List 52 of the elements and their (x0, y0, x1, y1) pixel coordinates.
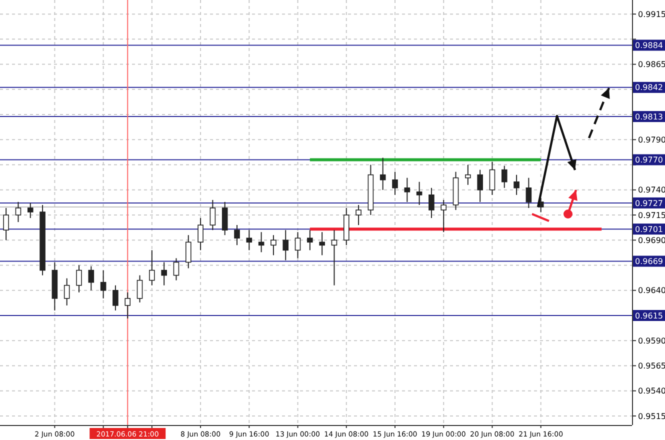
candlestick (234, 224, 240, 246)
candlestick (76, 264, 82, 293)
ref-line-label: 0.9813 (635, 112, 663, 122)
y-tick-label: 0.9715 (638, 210, 665, 220)
candlestick (416, 181, 422, 206)
y-tick-label: 0.9515 (638, 412, 665, 421)
candlestick (161, 262, 167, 286)
candlestick (210, 199, 216, 231)
candlestick (392, 171, 398, 196)
ref-line-label: 0.9770 (635, 156, 663, 165)
candlestick (124, 292, 131, 319)
y-tick-label: 0.9915 (638, 10, 665, 19)
candlestick (270, 234, 276, 256)
candlestick (356, 204, 362, 226)
ref-line-label: 0.9615 (635, 311, 663, 320)
candlestick (428, 187, 434, 219)
ref-line-label: 0.9842 (635, 83, 663, 92)
candlestick (136, 274, 143, 303)
candlestick (185, 234, 192, 269)
candlestick (149, 250, 155, 286)
ref-line-label: 0.9701 (635, 224, 663, 234)
candlestick (282, 230, 289, 261)
y-tick-label: 0.9865 (638, 60, 665, 70)
candlestick (15, 201, 22, 223)
candlestick (198, 218, 204, 251)
ref-line-label: 0.9669 (635, 257, 663, 266)
candlestick (112, 284, 118, 311)
candlestick (477, 169, 483, 202)
candlestick (440, 199, 447, 233)
candlestick (173, 258, 180, 281)
candlestick (380, 157, 386, 190)
ref-line-label: 0.9884 (635, 41, 663, 50)
candlestick (404, 177, 410, 202)
candlestick (100, 270, 106, 299)
candlestick (88, 266, 94, 291)
candlestick (64, 278, 70, 306)
candlestick (465, 164, 471, 186)
candlestick (307, 230, 313, 251)
candlestick (222, 201, 228, 236)
candlestick (258, 232, 264, 253)
candlestick (3, 207, 9, 241)
candlestick (246, 230, 252, 251)
y-tick-label: 0.9565 (638, 362, 665, 371)
candlestick (294, 232, 301, 259)
candlestick (501, 165, 508, 188)
candlestick (514, 174, 520, 196)
candlestick (489, 161, 496, 196)
candlestick (319, 232, 325, 256)
candlestick (526, 177, 532, 208)
candlestick (27, 202, 34, 219)
candlestick (331, 230, 338, 286)
ref-line-label: 0.9727 (635, 198, 663, 208)
